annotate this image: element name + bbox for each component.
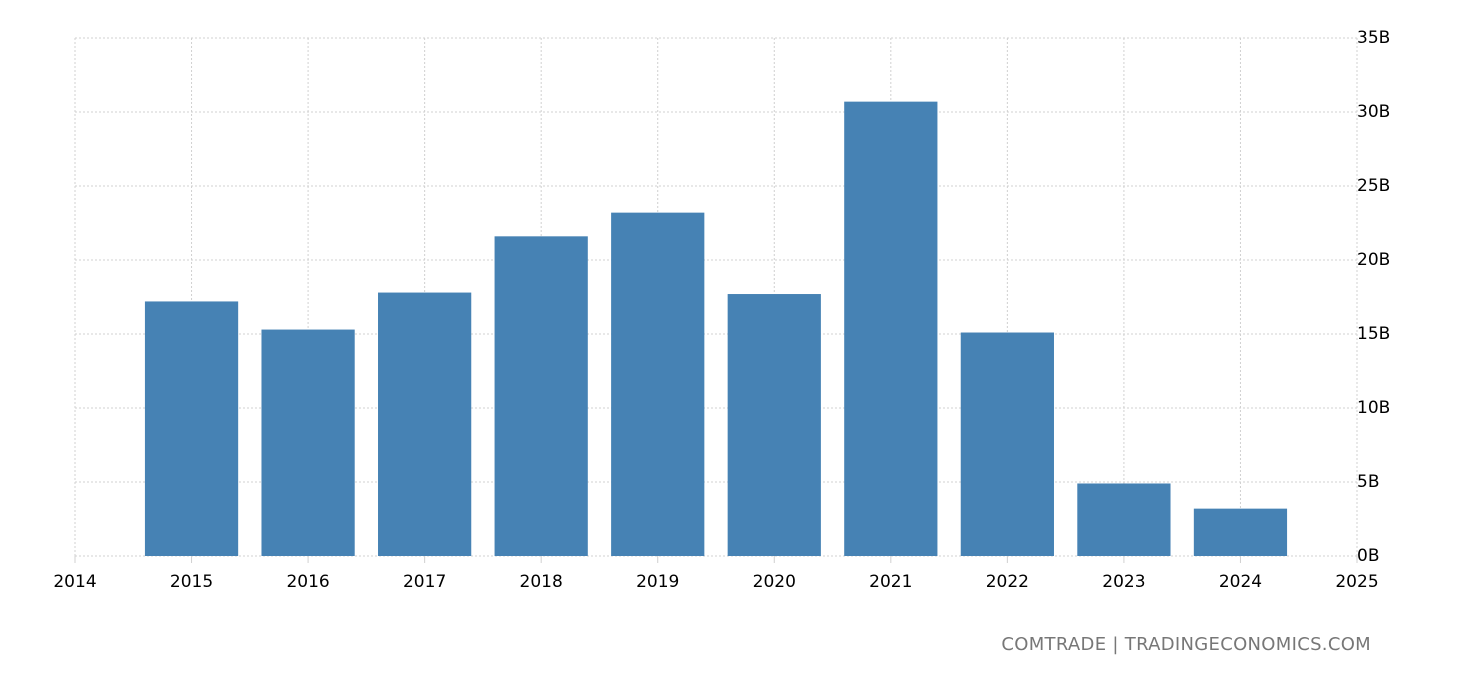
x-axis-line — [74, 556, 1358, 563]
bar-2022[interactable] — [960, 332, 1054, 556]
x-tick-label: 2021 — [869, 572, 913, 592]
x-tick-label: 2014 — [53, 572, 97, 592]
y-tick-label: 20B — [1357, 250, 1391, 270]
bar-2024[interactable] — [1193, 508, 1288, 556]
y-tick-label: 35B — [1357, 28, 1391, 48]
x-tick-label: 2022 — [985, 572, 1029, 592]
x-tick-label: 2025 — [1335, 572, 1379, 592]
bar-2016[interactable] — [261, 329, 355, 556]
bar-2017[interactable] — [378, 292, 472, 556]
x-tick-label: 2016 — [286, 572, 330, 592]
x-tick-label: 2018 — [519, 572, 563, 592]
bar-2023[interactable] — [1077, 483, 1171, 556]
y-tick-label: 10B — [1357, 398, 1391, 418]
x-tick-label: 2019 — [636, 572, 680, 592]
bar-2020[interactable] — [727, 294, 821, 556]
x-tick-label: 2015 — [169, 572, 214, 592]
bar-2018[interactable] — [494, 236, 588, 556]
bars — [144, 101, 1288, 556]
y-tick-label: 0B — [1357, 546, 1380, 566]
y-tick-label: 15B — [1357, 324, 1391, 344]
y-tick-label: 25B — [1357, 176, 1391, 196]
bar-2015[interactable] — [144, 301, 239, 556]
x-tick-label: 2024 — [1218, 572, 1263, 592]
x-tick-label: 2017 — [402, 572, 447, 592]
x-tick-label: 2023 — [1102, 572, 1146, 592]
bar-2021[interactable] — [844, 101, 938, 556]
y-tick-label: 5B — [1357, 472, 1380, 492]
bar-2019[interactable] — [611, 212, 705, 556]
source-attribution: COMTRADE | TRADINGECONOMICS.COM — [1001, 634, 1371, 655]
x-tick-label: 2020 — [752, 572, 796, 592]
y-tick-label: 30B — [1357, 102, 1391, 122]
